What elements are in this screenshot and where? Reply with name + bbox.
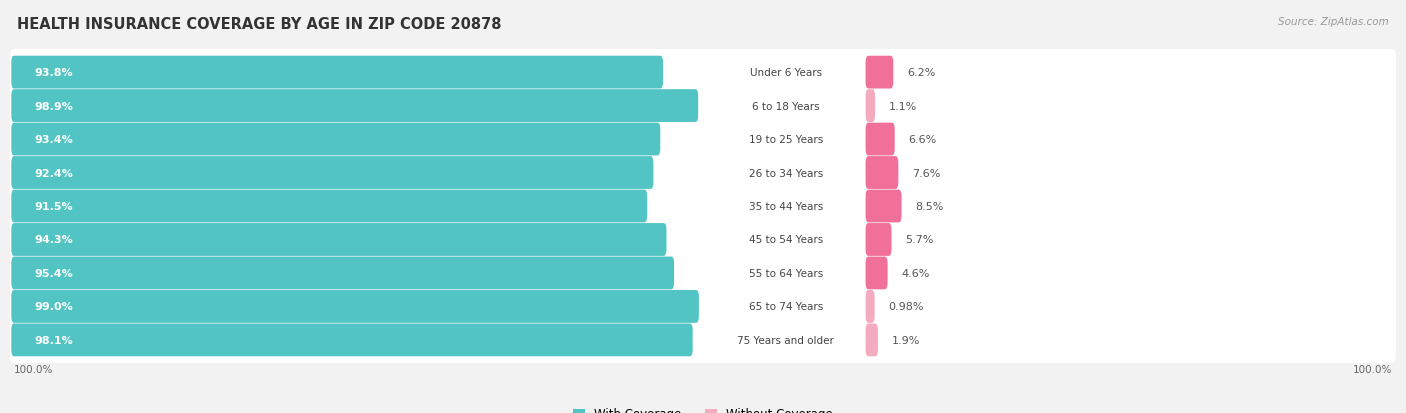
Text: 91.5%: 91.5%: [35, 202, 73, 211]
FancyBboxPatch shape: [11, 257, 673, 290]
Text: 92.4%: 92.4%: [35, 168, 73, 178]
FancyBboxPatch shape: [866, 90, 875, 123]
FancyBboxPatch shape: [10, 217, 1396, 263]
FancyBboxPatch shape: [866, 223, 891, 256]
Text: 98.1%: 98.1%: [35, 335, 73, 345]
FancyBboxPatch shape: [10, 150, 1396, 196]
FancyBboxPatch shape: [866, 290, 875, 323]
Text: HEALTH INSURANCE COVERAGE BY AGE IN ZIP CODE 20878: HEALTH INSURANCE COVERAGE BY AGE IN ZIP …: [17, 17, 502, 31]
Text: 98.9%: 98.9%: [35, 101, 73, 112]
Text: 7.6%: 7.6%: [912, 168, 941, 178]
Text: 0.98%: 0.98%: [889, 301, 924, 312]
Text: 45 to 54 Years: 45 to 54 Years: [748, 235, 823, 245]
Text: 6.6%: 6.6%: [908, 135, 936, 145]
Text: 4.6%: 4.6%: [901, 268, 929, 278]
FancyBboxPatch shape: [866, 157, 898, 190]
Text: 93.4%: 93.4%: [35, 135, 73, 145]
FancyBboxPatch shape: [10, 50, 1396, 96]
FancyBboxPatch shape: [11, 324, 693, 356]
FancyBboxPatch shape: [10, 117, 1396, 163]
FancyBboxPatch shape: [11, 190, 647, 223]
Text: 93.8%: 93.8%: [35, 68, 73, 78]
FancyBboxPatch shape: [11, 57, 664, 89]
FancyBboxPatch shape: [11, 123, 661, 156]
FancyBboxPatch shape: [11, 223, 666, 256]
Text: 6 to 18 Years: 6 to 18 Years: [752, 101, 820, 112]
Text: 6.2%: 6.2%: [907, 68, 935, 78]
FancyBboxPatch shape: [866, 257, 887, 290]
Text: 55 to 64 Years: 55 to 64 Years: [748, 268, 823, 278]
FancyBboxPatch shape: [10, 250, 1396, 296]
Text: 100.0%: 100.0%: [14, 364, 53, 374]
FancyBboxPatch shape: [866, 324, 877, 356]
Text: Source: ZipAtlas.com: Source: ZipAtlas.com: [1278, 17, 1389, 26]
Text: 99.0%: 99.0%: [35, 301, 73, 312]
FancyBboxPatch shape: [10, 284, 1396, 330]
FancyBboxPatch shape: [10, 83, 1396, 129]
Text: 75 Years and older: 75 Years and older: [737, 335, 834, 345]
Text: 95.4%: 95.4%: [35, 268, 73, 278]
Text: 5.7%: 5.7%: [905, 235, 934, 245]
FancyBboxPatch shape: [11, 90, 699, 123]
Text: 1.9%: 1.9%: [891, 335, 920, 345]
Text: 8.5%: 8.5%: [915, 202, 943, 211]
Text: 19 to 25 Years: 19 to 25 Years: [748, 135, 823, 145]
Text: 35 to 44 Years: 35 to 44 Years: [748, 202, 823, 211]
Text: Under 6 Years: Under 6 Years: [749, 68, 821, 78]
Text: 1.1%: 1.1%: [889, 101, 917, 112]
Text: 94.3%: 94.3%: [35, 235, 73, 245]
FancyBboxPatch shape: [866, 190, 901, 223]
FancyBboxPatch shape: [11, 157, 654, 190]
FancyBboxPatch shape: [11, 290, 699, 323]
Text: 65 to 74 Years: 65 to 74 Years: [748, 301, 823, 312]
FancyBboxPatch shape: [10, 317, 1396, 363]
FancyBboxPatch shape: [866, 57, 893, 89]
FancyBboxPatch shape: [10, 183, 1396, 230]
Text: 100.0%: 100.0%: [1353, 364, 1392, 374]
Legend: With Coverage, Without Coverage: With Coverage, Without Coverage: [572, 407, 834, 413]
FancyBboxPatch shape: [866, 123, 894, 156]
Text: 26 to 34 Years: 26 to 34 Years: [748, 168, 823, 178]
